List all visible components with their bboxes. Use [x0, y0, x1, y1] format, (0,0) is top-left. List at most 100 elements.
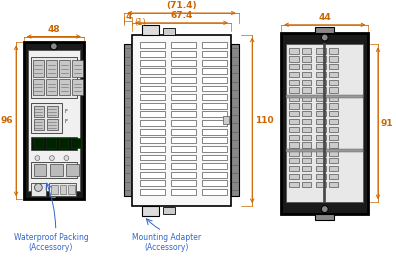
- Bar: [289, 64, 299, 69]
- Bar: [140, 77, 165, 83]
- Bar: [315, 27, 335, 33]
- Bar: [51, 185, 58, 194]
- Bar: [316, 127, 326, 132]
- Bar: [329, 111, 338, 116]
- Bar: [223, 116, 229, 124]
- Bar: [202, 94, 227, 100]
- Bar: [329, 158, 338, 163]
- Bar: [163, 28, 175, 34]
- Bar: [316, 166, 326, 171]
- Bar: [329, 64, 338, 69]
- Bar: [289, 72, 299, 77]
- Bar: [202, 111, 227, 117]
- Bar: [301, 127, 311, 132]
- Bar: [140, 155, 165, 161]
- Bar: [329, 103, 338, 109]
- Bar: [171, 77, 196, 83]
- Bar: [140, 172, 165, 178]
- Circle shape: [322, 206, 328, 212]
- Bar: [301, 103, 311, 109]
- Bar: [329, 119, 338, 124]
- Bar: [171, 86, 196, 91]
- Bar: [202, 51, 227, 57]
- Bar: [289, 119, 299, 124]
- Text: 48: 48: [48, 25, 60, 34]
- Bar: [71, 139, 81, 148]
- Bar: [32, 60, 44, 77]
- Bar: [171, 129, 196, 134]
- Bar: [329, 48, 338, 54]
- Bar: [316, 158, 326, 163]
- Bar: [329, 174, 338, 179]
- Text: 4: 4: [125, 12, 131, 21]
- Bar: [32, 79, 44, 95]
- Text: 91: 91: [381, 119, 394, 128]
- Bar: [202, 189, 227, 195]
- Bar: [140, 42, 165, 48]
- Text: 67.4: 67.4: [170, 11, 193, 20]
- Bar: [316, 48, 326, 54]
- Bar: [67, 164, 79, 176]
- Bar: [316, 87, 326, 93]
- Bar: [286, 94, 364, 98]
- Bar: [329, 72, 338, 77]
- Bar: [30, 103, 62, 133]
- Bar: [301, 182, 311, 187]
- Bar: [289, 143, 299, 148]
- Bar: [24, 42, 84, 199]
- Bar: [315, 214, 335, 220]
- Bar: [49, 183, 76, 196]
- Bar: [140, 137, 165, 143]
- Bar: [329, 127, 338, 132]
- Bar: [289, 103, 299, 109]
- Bar: [30, 57, 77, 98]
- Bar: [163, 207, 175, 214]
- Bar: [140, 129, 165, 134]
- Bar: [140, 103, 165, 109]
- Circle shape: [64, 156, 69, 161]
- Bar: [329, 166, 338, 171]
- Bar: [289, 111, 299, 116]
- Bar: [202, 180, 227, 186]
- Bar: [301, 166, 311, 171]
- Bar: [171, 120, 196, 126]
- Bar: [316, 150, 326, 156]
- Bar: [171, 163, 196, 169]
- Bar: [171, 180, 196, 186]
- Bar: [202, 172, 227, 178]
- Bar: [316, 111, 326, 116]
- Bar: [301, 111, 311, 116]
- Bar: [46, 60, 57, 77]
- Bar: [286, 44, 364, 202]
- Bar: [202, 163, 227, 169]
- Bar: [140, 60, 165, 66]
- Text: Waterproof Packing
(Accessory): Waterproof Packing (Accessory): [13, 233, 88, 252]
- Bar: [140, 68, 165, 74]
- Bar: [301, 134, 311, 140]
- Bar: [329, 143, 338, 148]
- Bar: [124, 44, 132, 196]
- Bar: [289, 134, 299, 140]
- Bar: [289, 150, 299, 156]
- Bar: [329, 87, 338, 93]
- Circle shape: [50, 43, 57, 50]
- Bar: [171, 146, 196, 152]
- Text: F: F: [65, 119, 68, 124]
- Bar: [301, 72, 311, 77]
- Bar: [140, 111, 165, 117]
- Bar: [30, 162, 77, 178]
- Bar: [316, 119, 326, 124]
- Bar: [301, 95, 311, 101]
- Bar: [329, 80, 338, 85]
- Bar: [202, 42, 227, 48]
- Bar: [289, 48, 299, 54]
- Bar: [289, 158, 299, 163]
- Text: (71.4): (71.4): [166, 1, 197, 10]
- Bar: [301, 80, 311, 85]
- Bar: [34, 106, 44, 117]
- Bar: [289, 87, 299, 93]
- Bar: [59, 60, 70, 77]
- Bar: [34, 139, 43, 148]
- Bar: [34, 164, 46, 176]
- Bar: [301, 143, 311, 148]
